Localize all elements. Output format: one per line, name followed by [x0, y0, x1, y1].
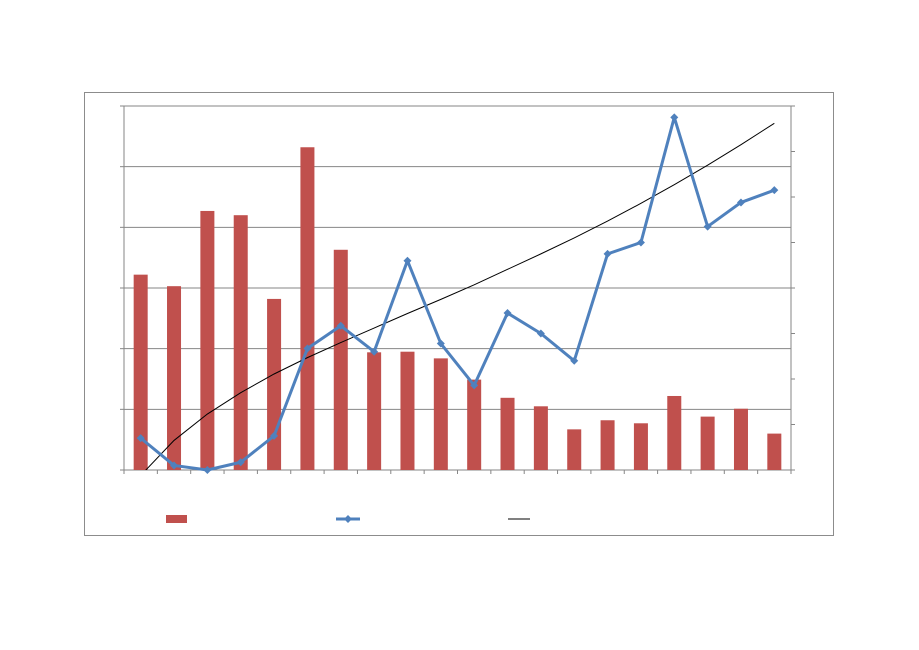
bar [767, 433, 782, 470]
line-point [470, 381, 479, 390]
bar [600, 420, 615, 470]
bar [300, 147, 315, 470]
trendline [145, 122, 775, 470]
bar [733, 408, 748, 470]
bar [700, 416, 715, 470]
bar [533, 406, 548, 470]
line-point [203, 466, 212, 474]
line-point [136, 434, 145, 443]
line-point [270, 431, 279, 440]
line-point [170, 461, 179, 470]
bar [567, 429, 582, 470]
gridlines [124, 105, 791, 471]
line-point [236, 458, 245, 467]
line-point [670, 113, 679, 122]
legend-line-marker [344, 515, 352, 523]
line-point [436, 339, 445, 348]
bar-series [133, 147, 782, 470]
line-point [570, 356, 579, 365]
bar [433, 358, 448, 470]
bar [500, 397, 515, 470]
bar [400, 351, 415, 470]
bar [467, 379, 482, 470]
line-point [736, 198, 745, 207]
line-point [770, 186, 779, 195]
bar [333, 249, 348, 470]
line-point [503, 309, 512, 318]
bar [267, 298, 282, 470]
bar [233, 215, 248, 470]
line-point [403, 256, 412, 265]
bar [633, 423, 648, 470]
line-point [303, 344, 312, 353]
trendline-series [145, 122, 775, 470]
bar [133, 274, 148, 470]
legend [166, 515, 530, 523]
bar [200, 210, 215, 470]
line-point [336, 321, 345, 330]
axes [120, 105, 795, 474]
legend-bar-swatch [166, 515, 187, 523]
line-point [703, 222, 712, 231]
line-point [536, 329, 545, 338]
line-point [603, 249, 612, 258]
bar [667, 395, 682, 470]
line-series [136, 113, 779, 474]
line-point [370, 347, 379, 356]
line-point [636, 238, 645, 247]
series-line [139, 115, 775, 472]
bar [367, 352, 382, 470]
bar [167, 286, 182, 470]
